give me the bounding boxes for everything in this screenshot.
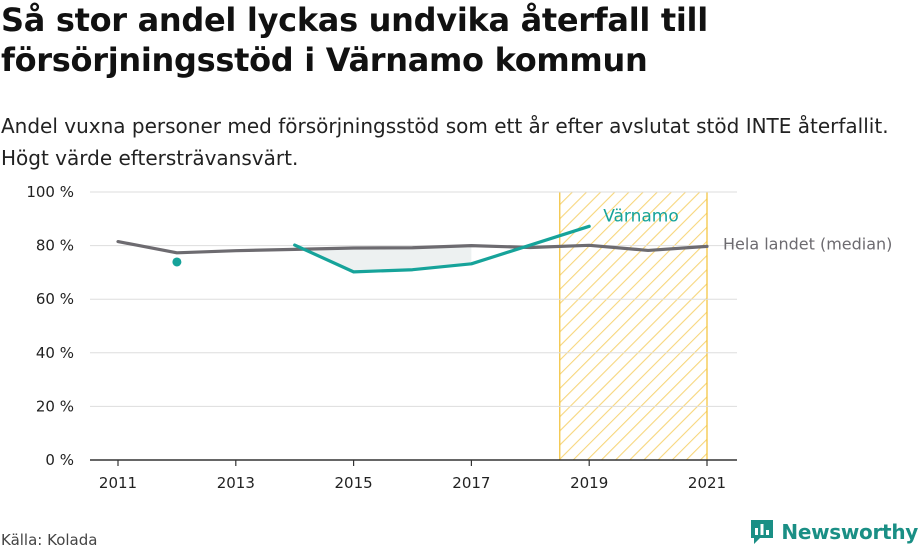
brand-name: Newsworthy bbox=[781, 520, 918, 544]
y-tick-label: 40 % bbox=[36, 344, 74, 362]
y-tick-label: 60 % bbox=[36, 290, 74, 308]
x-tick-label: 2019 bbox=[570, 474, 608, 492]
x-tick-label: 2021 bbox=[688, 474, 726, 492]
highlight-area bbox=[559, 192, 708, 460]
y-tick-label: 0 % bbox=[45, 451, 74, 469]
x-tick-label: 2015 bbox=[335, 474, 373, 492]
chart-subtitle: Andel vuxna personer med försörjningsstö… bbox=[1, 114, 889, 170]
series-label-national: Hela landet (median) bbox=[723, 234, 892, 253]
x-axis: 2011 2013 2015 2017 2019 2021 bbox=[90, 459, 737, 492]
brand-logo: Newsworthy bbox=[749, 518, 918, 546]
gridlines bbox=[90, 191, 737, 407]
source-note: Källa: Kolada bbox=[1, 531, 98, 549]
chart-title: Så stor andel lyckas undvika återfall ti… bbox=[1, 1, 708, 79]
y-tick-label: 100 % bbox=[26, 183, 74, 201]
y-tick-label: 80 % bbox=[36, 237, 74, 255]
series-lines bbox=[116, 224, 709, 274]
series-line-local bbox=[293, 224, 591, 274]
series-labels: Värnamo Hela landet (median) bbox=[603, 206, 892, 253]
newsworthy-logo-icon bbox=[751, 520, 774, 544]
x-tick-label: 2013 bbox=[217, 474, 255, 492]
y-axis: 0 % 20 % 40 % 60 % 80 % 100 % bbox=[26, 183, 74, 469]
series-point-local bbox=[172, 257, 182, 267]
highlight-hatch bbox=[559, 192, 707, 460]
x-tick-label: 2011 bbox=[99, 474, 137, 492]
series-label-local: Värnamo bbox=[603, 206, 679, 226]
x-tick-label: 2017 bbox=[452, 474, 490, 492]
series-line-national bbox=[116, 239, 709, 255]
y-tick-label: 20 % bbox=[36, 397, 74, 415]
